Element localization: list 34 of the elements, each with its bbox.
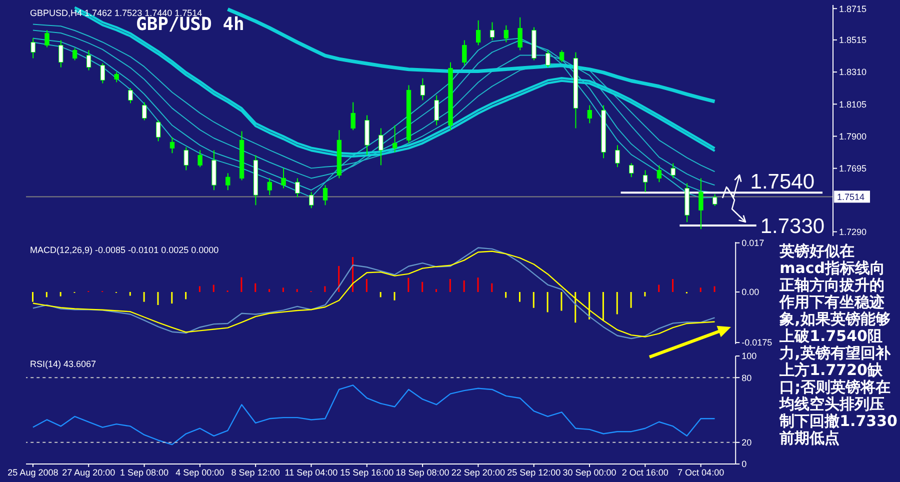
x-tick-label: 7 Oct 04:00 [678, 467, 724, 478]
x-tick-label: 18 Sep 08:00 [396, 467, 450, 478]
x-tick-label: 15 Sep 16:00 [340, 467, 394, 478]
y-tick-label: 100 [742, 351, 757, 362]
y-tick-label: 1.8715 [839, 4, 867, 14]
y-tick-label: 1.7695 [839, 163, 867, 174]
y-tick-label: 1.8105 [839, 99, 867, 110]
x-tick-label: 22 Sep 20:00 [451, 467, 505, 478]
y-tick-label: -0.0175 [742, 338, 772, 348]
x-tick-label: 25 Sep 12:00 [507, 467, 561, 478]
x-tick-label: 27 Aug 20:00 [62, 467, 116, 478]
annotation: MACD(12,26,9) -0.0085 -0.0101 0.0025 0.0000 [30, 245, 219, 255]
annotation: RSI(14) 43.6067 [30, 359, 96, 369]
y-tick-label: 1.8515 [839, 35, 867, 46]
x-tick-label: 25 Aug 2008 [8, 467, 58, 478]
y-tick-label: 20 [742, 438, 752, 448]
x-tick-label: 2 Oct 16:00 [622, 467, 668, 478]
x-tick-label: 11 Sep 04:00 [284, 467, 338, 478]
y-tick-label: 0 [742, 459, 747, 470]
x-tick-label: 1 Sep 08:00 [120, 467, 169, 478]
y-tick-label: 80 [742, 372, 752, 383]
x-tick-label: 4 Sep 00:00 [176, 467, 224, 478]
y-tick-label: 0.017 [742, 238, 764, 248]
y-tick-label: 1.8310 [839, 67, 867, 78]
y-tick-label: 1.7290 [839, 226, 867, 237]
y-tick-label: 0.00 [742, 287, 760, 298]
ref-line-label: 1.7514 [837, 192, 865, 202]
x-tick-label: 30 Sep 00:00 [562, 467, 616, 478]
text: 英镑好似在macd指标线向正轴方向拔升的作用下有坐稳迹象,如果英镑能够上破1.7540阻力,英镑有望回补上方1.7720缺口;否则英镑将在均线空头排列压制下回撤1.7330前期低点 [780, 242, 898, 447]
y-tick-label: 1.7900 [839, 131, 867, 142]
annotation: GBPUSD,H4 1.7462 1.7523 1.7440 1.7514 [30, 8, 202, 18]
x-tick-label: 8 Sep 12:00 [231, 467, 280, 478]
ref-line-label: 1.7330 [760, 214, 825, 238]
ref-line-label: 1.7540 [750, 170, 815, 194]
